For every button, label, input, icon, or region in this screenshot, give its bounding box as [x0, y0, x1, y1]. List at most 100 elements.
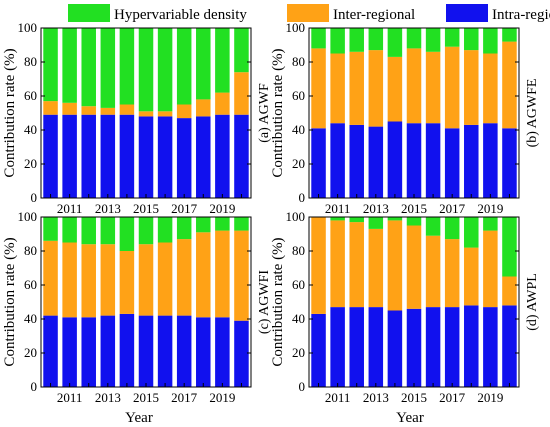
bar-2020-inter-regional: [502, 41, 517, 129]
bar-2012-inter-regional: [81, 244, 96, 318]
bar-2013-hypervariable-density: [100, 28, 116, 108]
panel-label: (b) AGWFE: [525, 79, 540, 148]
bar-2014-intra-regional: [119, 114, 135, 198]
x-tick-label: 2019: [209, 390, 235, 405]
bar-2011-inter-regional: [62, 242, 77, 318]
bar-2010-hypervariable-density: [311, 28, 326, 49]
bar-2020-inter-regional: [234, 72, 249, 115]
bar-2015-inter-regional: [406, 48, 422, 124]
bar-2017-hypervariable-density: [176, 28, 192, 105]
x-tick-label: 2017: [171, 201, 198, 216]
x-axis-title-right: Year: [396, 410, 424, 426]
bar-2010-inter-regional: [43, 101, 58, 115]
bar-2020-hypervariable-density: [234, 217, 249, 231]
bar-2017-intra-regional: [176, 118, 192, 198]
x-tick-label: 2013: [95, 390, 121, 405]
bar-2013-hypervariable-density: [368, 28, 384, 51]
bar-2010-intra-regional: [43, 315, 58, 387]
y-tick-label: 0: [299, 379, 306, 394]
bar-2018-inter-regional: [196, 232, 211, 318]
bar-2012-hypervariable-density: [349, 28, 364, 52]
y-tick-label: 40: [24, 311, 37, 326]
bar-2018-intra-regional: [464, 305, 479, 387]
bar-2012-inter-regional: [349, 222, 364, 308]
bar-2016-hypervariable-density: [425, 28, 441, 52]
y-tick-label: 20: [24, 345, 37, 360]
bar-2011-hypervariable-density: [62, 28, 77, 103]
panel-4: 0 20 40 60 80 100 2011 2013 2015 2017 2019 Contribu…: [270, 209, 540, 405]
bar-2020-inter-regional: [502, 276, 517, 306]
bar-2012-hypervariable-density: [81, 217, 96, 245]
bar-2018-hypervariable-density: [464, 28, 479, 51]
bar-2012-hypervariable-density: [349, 217, 364, 223]
bar-2014-inter-regional: [119, 104, 135, 115]
bar-2011-hypervariable-density: [62, 217, 77, 243]
bar-2016-inter-regional: [425, 51, 441, 124]
bar-2020-hypervariable-density: [502, 28, 517, 42]
x-tick-label: 2019: [477, 390, 503, 405]
y-tick-label: 20: [292, 345, 305, 360]
y-tick-label: 100: [18, 209, 38, 224]
x-tick-label: 2013: [363, 390, 389, 405]
bar-2015-hypervariable-density: [138, 28, 154, 112]
y-tick-label: 60: [24, 277, 37, 292]
bar-2015-hypervariable-density: [138, 217, 154, 245]
bar-2013-intra-regional: [100, 114, 116, 198]
y-tick-label: 100: [286, 20, 306, 35]
y-tick-label: 40: [292, 311, 305, 326]
legend-label-intra: Intra-regional: [492, 7, 550, 23]
bar-2018-hypervariable-density: [464, 217, 479, 248]
legend-swatch-intra: [446, 4, 488, 22]
bar-2016-inter-regional: [157, 111, 173, 117]
bar-2014-intra-regional: [119, 313, 135, 387]
bar-2019-intra-regional: [483, 123, 498, 198]
x-axis-title-left: Year: [125, 410, 153, 426]
bar-2011-inter-regional: [330, 220, 345, 308]
x-tick-label: 2011: [325, 390, 351, 405]
legend: Hypervariable density Inter-regional Int…: [68, 4, 550, 23]
bar-2015-intra-regional: [138, 315, 154, 387]
y-tick-label: 0: [31, 190, 38, 205]
bar-2014-hypervariable-density: [119, 28, 135, 105]
bar-2017-intra-regional: [176, 315, 192, 387]
bar-2011-intra-regional: [62, 317, 77, 387]
x-tick-label: 2011: [325, 201, 351, 216]
bar-2014-hypervariable-density: [387, 28, 403, 57]
bar-2013-inter-regional: [100, 244, 116, 316]
bar-2018-inter-regional: [196, 99, 211, 117]
bar-2020-intra-regional: [234, 114, 249, 198]
bar-2015-hypervariable-density: [406, 217, 422, 226]
bar-2020-intra-regional: [502, 128, 517, 198]
y-tick-label: 60: [24, 88, 37, 103]
bar-2018-intra-regional: [464, 124, 479, 198]
y-tick-label: 80: [24, 243, 37, 258]
bar-2013-hypervariable-density: [368, 217, 384, 229]
bar-2017-inter-regional: [444, 239, 460, 308]
bar-2016-hypervariable-density: [157, 217, 173, 243]
bar-2013-intra-regional: [368, 307, 384, 387]
x-tick-label: 2013: [95, 201, 121, 216]
bar-2017-intra-regional: [444, 128, 460, 198]
bar-2018-hypervariable-density: [196, 217, 211, 233]
bar-2010-inter-regional: [43, 240, 58, 316]
bar-2018-intra-regional: [196, 116, 211, 198]
bar-2017-intra-regional: [444, 307, 460, 387]
x-tick-label: 2015: [133, 201, 159, 216]
bar-2019-inter-regional: [215, 92, 230, 115]
bar-2010-hypervariable-density: [43, 217, 58, 241]
y-tick-label: 60: [292, 277, 305, 292]
x-tick-label: 2015: [401, 390, 427, 405]
y-tick-label: 80: [292, 54, 305, 69]
bar-2020-intra-regional: [234, 320, 249, 387]
chart-panels: 0 20 40 60 80 100 2011 2013 2015 2017 2019 Contribu…: [2, 20, 540, 405]
x-tick-label: 2019: [209, 201, 235, 216]
bar-2020-hypervariable-density: [234, 28, 249, 73]
y-axis-title: Contribution rate (%): [270, 48, 286, 177]
bar-2014-hypervariable-density: [119, 217, 135, 251]
bar-2016-hypervariable-density: [425, 217, 441, 236]
bar-2013-inter-regional: [100, 107, 116, 115]
x-tick-label: 2017: [171, 390, 198, 405]
y-tick-label: 100: [18, 20, 38, 35]
bar-2015-inter-regional: [138, 244, 154, 316]
